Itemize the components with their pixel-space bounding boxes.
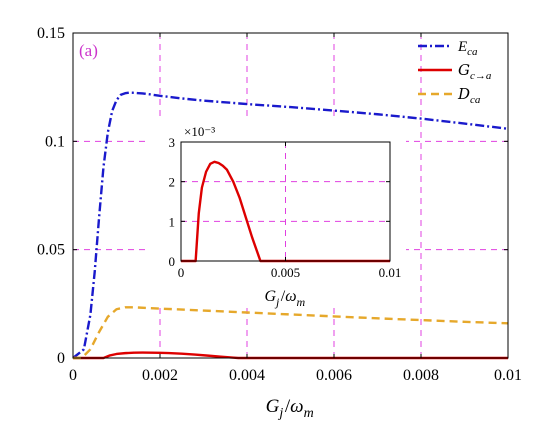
inset-x-tick-label: 0 — [178, 265, 185, 280]
inset-y-tick-label: 1 — [169, 214, 176, 229]
main-y-tick-label: 0.1 — [45, 133, 65, 150]
inset-ticks: 0 0.005 0.01 0 1 2 3 — [169, 135, 402, 280]
inset-x-tick-label: 0.01 — [379, 265, 402, 280]
inset-x-axis-label: Gj /ωm — [264, 288, 306, 309]
inset-exponent-label: ×10⁻³ — [184, 124, 215, 139]
main-x-tick-label: 0 — [69, 367, 77, 384]
inset-series-G — [181, 160, 390, 263]
main-x-tick-label: 0.01 — [494, 367, 522, 384]
main-y-tick-label: 0.15 — [37, 25, 65, 42]
inset-plot: 0 0.005 0.01 0 1 2 3 ×10⁻³ Gj /ωm — [145, 120, 406, 309]
main-x-tick-label: 0.002 — [142, 367, 178, 384]
panel-tag: (a) — [79, 41, 98, 60]
main-plot-frame — [72, 32, 509, 359]
inset-series — [181, 160, 390, 263]
legend: Eca Gc→a Dca — [418, 39, 492, 106]
legend-label-E: Eca — [457, 39, 478, 58]
main-x-tick-label: 0.008 — [403, 367, 439, 384]
legend-label-G: Gc→a — [458, 61, 492, 82]
inset-y-tick-label: 0 — [169, 254, 176, 269]
inset-y-tick-label: 2 — [169, 175, 176, 190]
main-x-tick-label: 0.006 — [316, 367, 352, 384]
inset-y-tick-label: 3 — [169, 135, 176, 150]
main-x-tick-label: 0.004 — [229, 367, 265, 384]
main-y-tick-label: 0.05 — [37, 242, 65, 259]
legend-label-D: Dca — [457, 85, 481, 106]
main-y-tick-label: 0 — [57, 350, 65, 367]
main-x-axis-label: Gj /ωm — [266, 396, 316, 420]
inset-background — [145, 120, 406, 305]
inset-x-tick-label: 0.005 — [271, 265, 300, 280]
main-series-D — [73, 306, 509, 360]
inset-grid — [181, 142, 390, 261]
main-ticks: 0 0.002 0.004 0.006 0.008 0.01 0 0.05 0.1 0.15 — [37, 25, 522, 384]
